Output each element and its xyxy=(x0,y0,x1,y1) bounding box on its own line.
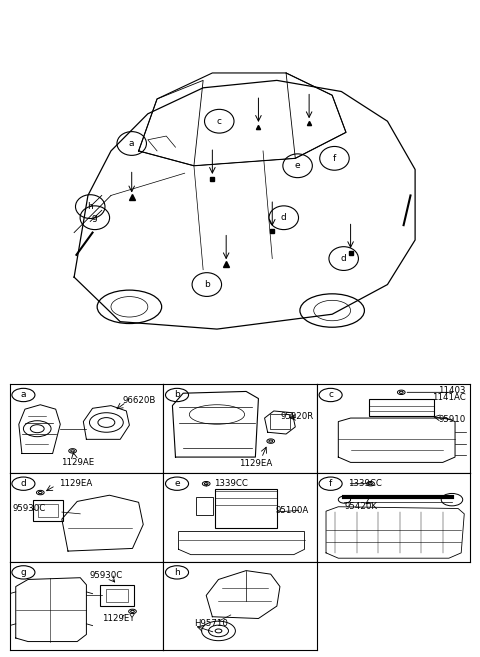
Text: f: f xyxy=(329,479,332,488)
Text: d: d xyxy=(281,214,287,222)
Text: 95100A: 95100A xyxy=(276,506,309,515)
Text: 95930C: 95930C xyxy=(12,504,46,513)
Bar xyxy=(107,589,128,602)
Text: f: f xyxy=(333,154,336,163)
Text: 11403: 11403 xyxy=(438,386,466,395)
Text: 95920R: 95920R xyxy=(280,412,314,420)
Text: g: g xyxy=(21,568,26,577)
Bar xyxy=(196,497,213,514)
Text: 1339CC: 1339CC xyxy=(348,479,382,488)
Text: b: b xyxy=(174,390,180,399)
Text: 95420K: 95420K xyxy=(345,502,377,511)
Text: 1129AE: 1129AE xyxy=(60,458,94,467)
Text: 1129EA: 1129EA xyxy=(59,479,92,488)
Text: e: e xyxy=(174,479,180,488)
Text: 1129EY: 1129EY xyxy=(102,614,134,623)
Text: 1339CC: 1339CC xyxy=(214,479,248,488)
Text: d: d xyxy=(341,254,347,263)
Text: h: h xyxy=(174,568,180,577)
Text: 1129EA: 1129EA xyxy=(239,459,272,468)
Text: 95910: 95910 xyxy=(439,415,466,424)
Bar xyxy=(38,504,58,516)
Text: H95710: H95710 xyxy=(194,620,228,628)
Text: e: e xyxy=(295,161,300,170)
Bar xyxy=(100,585,134,606)
Text: c: c xyxy=(217,117,222,125)
Bar xyxy=(270,414,290,429)
Text: g: g xyxy=(92,214,98,222)
Bar xyxy=(33,500,63,521)
Bar xyxy=(369,399,433,417)
Text: 95930C: 95930C xyxy=(89,572,123,580)
Text: h: h xyxy=(87,202,93,211)
Bar xyxy=(216,489,277,528)
Text: a: a xyxy=(129,139,134,148)
Text: 96620B: 96620B xyxy=(122,396,156,405)
Text: a: a xyxy=(21,390,26,399)
Text: 1141AC: 1141AC xyxy=(432,393,466,402)
Text: c: c xyxy=(328,390,333,399)
Text: d: d xyxy=(21,479,26,488)
Text: b: b xyxy=(204,280,210,289)
